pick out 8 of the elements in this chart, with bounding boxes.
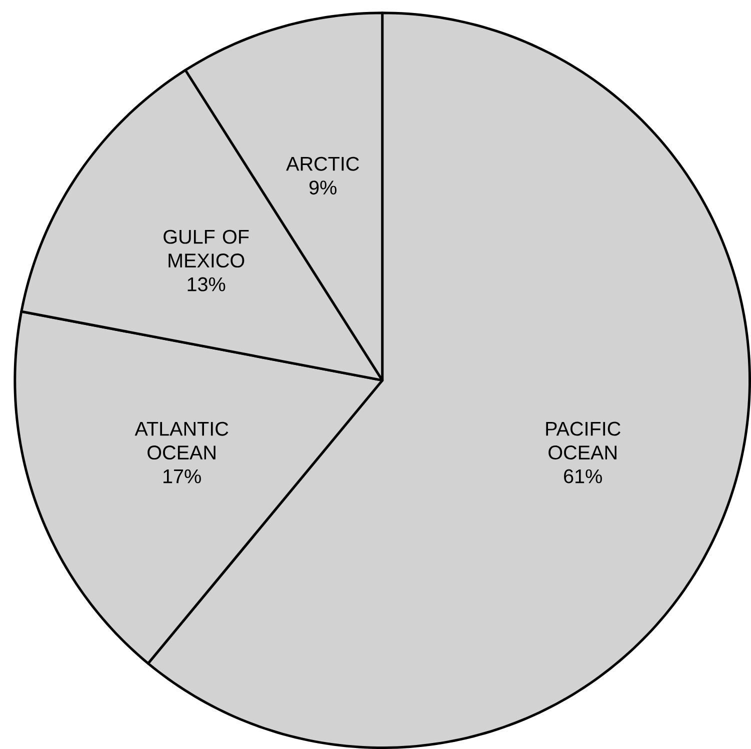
slice-label: GULF OF MEXICO	[164, 230, 249, 268]
data-label: 17%	[164, 469, 201, 484]
data-label: 9%	[310, 180, 336, 195]
slice-label: PACIFIC OCEAN	[546, 422, 620, 460]
data-label: 13%	[188, 277, 226, 292]
slice-label: ARCTIC	[286, 156, 359, 171]
data-label: 61%	[564, 469, 602, 484]
slice-label: ATLANTIC OCEAN	[134, 422, 228, 460]
